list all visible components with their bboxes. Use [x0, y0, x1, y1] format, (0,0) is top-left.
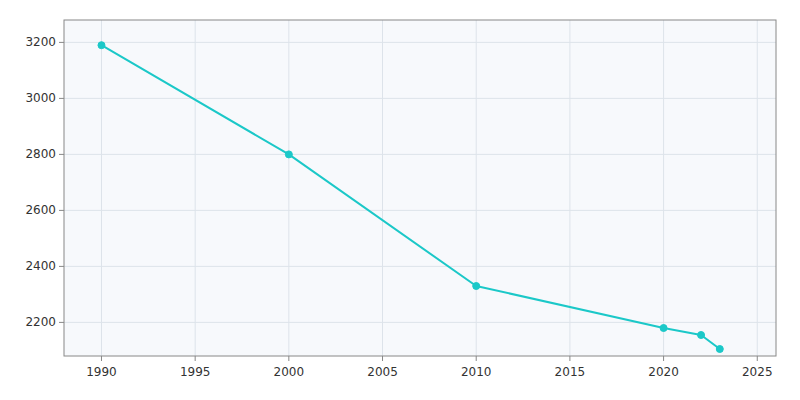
- point: [698, 332, 705, 339]
- tick-label-y: 2600: [25, 203, 56, 217]
- point: [660, 325, 667, 332]
- plot-background: [64, 20, 776, 356]
- grid-line-x: [382, 20, 383, 356]
- grid-line-x: [569, 20, 570, 356]
- tick-label-x: 2005: [367, 365, 398, 379]
- tick-mark-y: [59, 210, 64, 211]
- point: [98, 42, 105, 49]
- grid-line-y: [64, 98, 776, 99]
- point: [473, 283, 480, 290]
- tick-mark-x: [382, 356, 383, 361]
- chart-container: 2200 2400 2600 2800 3000 3200 1990 1995 2000 2005…: [0, 0, 800, 400]
- tick-labels: 2200 2400 2600 2800 3000 3200 1990 1995 2000 2005…: [25, 35, 772, 379]
- grid-line-x: [663, 20, 664, 356]
- tick-mark-x: [101, 356, 102, 361]
- tick-label-x: 1990: [86, 365, 117, 379]
- tick-label-y: 2400: [25, 259, 56, 273]
- tick-label-x: 2025: [742, 365, 773, 379]
- tick-label-x: 2020: [648, 365, 679, 379]
- series: [98, 42, 723, 353]
- tick-mark-y: [59, 322, 64, 323]
- tick-label-x: 2015: [555, 365, 586, 379]
- grid-line-x: [757, 20, 758, 356]
- grid-line-x: [288, 20, 289, 356]
- tick-label-y: 2800: [25, 147, 56, 161]
- grid-line-y: [64, 322, 776, 323]
- tick-mark-y: [59, 266, 64, 267]
- grid-line-x: [101, 20, 102, 356]
- tick-label-x: 1995: [180, 365, 211, 379]
- tick-mark-x: [663, 356, 664, 361]
- tick-label-y: 3000: [25, 91, 56, 105]
- tick-mark-x: [569, 356, 570, 361]
- grid-line-y: [64, 154, 776, 155]
- tick-mark-x: [195, 356, 196, 361]
- tick-mark-y: [59, 42, 64, 43]
- tick-mark-y: [59, 154, 64, 155]
- tick-mark-x: [288, 356, 289, 361]
- tick-label-x: 2010: [461, 365, 492, 379]
- grid-line-x: [195, 20, 196, 356]
- point: [716, 346, 723, 353]
- plot-frame: [64, 20, 776, 356]
- grid-line-y: [64, 42, 776, 43]
- grid-line-y: [64, 210, 776, 211]
- tick-mark-x: [757, 356, 758, 361]
- tick-label-y: 3200: [25, 35, 56, 49]
- chart-svg: 2200 2400 2600 2800 3000 3200 1990 1995 2000 2005…: [0, 0, 800, 400]
- grid-line-x: [476, 20, 477, 356]
- point: [285, 151, 292, 158]
- tick-mark-x: [476, 356, 477, 361]
- tick-label-y: 2200: [25, 315, 56, 329]
- grid: [59, 20, 776, 361]
- line: [101, 45, 719, 349]
- grid-line-y: [64, 266, 776, 267]
- tick-mark-y: [59, 98, 64, 99]
- tick-label-x: 2000: [274, 365, 305, 379]
